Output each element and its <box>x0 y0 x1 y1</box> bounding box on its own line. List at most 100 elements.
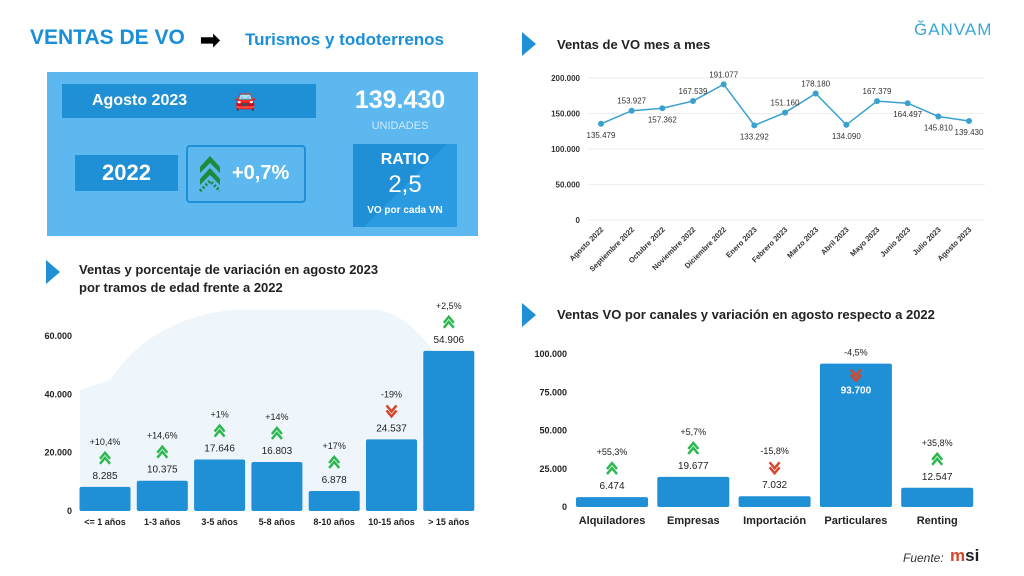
car-icon: 🚘 <box>234 91 257 111</box>
x-tick-label: 1-3 años <box>144 517 181 527</box>
x-tick-label: Junio 2023 <box>878 225 912 259</box>
data-label: 7.032 <box>762 480 787 491</box>
ratio-box: RATIO 2,5 VO por cada VN <box>353 144 457 227</box>
bar <box>657 476 730 507</box>
data-label: 164.497 <box>893 110 922 119</box>
variation-label: +1% <box>210 410 228 420</box>
data-label: 17.646 <box>204 444 235 455</box>
period-text: Agosto 2023 <box>92 92 188 109</box>
bar <box>819 363 892 507</box>
up-chevrons-icon <box>442 314 455 329</box>
bar <box>194 459 246 511</box>
up-chevrons-icon <box>198 156 222 193</box>
triangle-marker-icon <box>46 260 60 284</box>
bar <box>366 439 417 511</box>
x-tick-label: 5-8 años <box>259 517 296 527</box>
variation-label: +5,7% <box>680 427 706 437</box>
arrow-right-icon: ➡ <box>200 27 221 54</box>
y-tick-label: 40.000 <box>44 389 72 399</box>
x-tick-label: Renting <box>917 515 958 527</box>
up-chevrons-icon <box>328 454 341 469</box>
x-tick-label: <= 1 años <box>84 517 126 527</box>
data-label: 167.379 <box>863 87 892 96</box>
ganvam-logo: ĞANVAM <box>914 20 993 39</box>
y-tick-label: 0 <box>576 216 581 225</box>
y-tick-label: 150.000 <box>551 110 580 119</box>
compare-year: 2022 <box>75 155 178 191</box>
data-point <box>904 100 911 107</box>
data-label: 135.479 <box>587 131 616 140</box>
x-tick-label: Alquiladores <box>579 515 646 527</box>
y-tick-label: 20.000 <box>44 448 72 458</box>
y-tick-label: 25.000 <box>539 464 567 474</box>
y-tick-label: 50.000 <box>556 181 581 190</box>
data-label: 6.474 <box>599 481 624 492</box>
y-tick-label: 50.000 <box>539 426 567 436</box>
data-label: 16.803 <box>262 446 293 457</box>
age-chart-title: Ventas y porcentaje de variación en agos… <box>79 262 379 295</box>
data-label: 19.677 <box>678 461 709 472</box>
data-point <box>751 122 758 129</box>
units-value: 139.430 <box>354 86 446 114</box>
period-label: Agosto 2023 🚘 <box>62 84 316 118</box>
down-chevrons-icon <box>849 368 862 383</box>
data-label: 153.927 <box>617 97 646 106</box>
bar <box>308 490 360 511</box>
y-tick-label: 75.000 <box>539 387 567 397</box>
ratio-value: 2,5 <box>388 171 422 198</box>
bar <box>79 486 131 511</box>
data-point <box>720 81 727 88</box>
data-label: 145.810 <box>924 123 953 132</box>
data-label: 134.090 <box>832 132 861 141</box>
variation-label: +14% <box>265 412 288 422</box>
ratio-caption: VO por cada VN <box>367 205 443 216</box>
variation-label: +14,6% <box>147 431 178 441</box>
bar <box>251 461 303 511</box>
bar <box>576 497 648 507</box>
data-label: 167.539 <box>679 87 708 96</box>
down-chevrons-icon <box>385 404 398 419</box>
x-tick-label: Particulares <box>824 515 887 527</box>
up-chevrons-icon <box>270 426 283 440</box>
y-tick-label: 0 <box>562 502 567 512</box>
data-label: 8.285 <box>92 471 117 482</box>
bar <box>738 496 811 507</box>
up-chevrons-icon <box>687 440 700 455</box>
x-tick-label: Marzo 2023 <box>785 225 820 260</box>
data-point <box>843 121 850 128</box>
up-chevrons-icon <box>156 444 169 459</box>
page-title: VENTAS DE VO <box>30 26 185 49</box>
y-tick-label: 100.000 <box>534 349 567 359</box>
data-label: 24.537 <box>376 423 407 434</box>
ratio-label: RATIO <box>380 151 430 168</box>
variation-label: +35,8% <box>922 438 953 448</box>
x-tick-label: > 15 años <box>428 517 469 527</box>
triangle-marker-icon <box>522 32 536 56</box>
data-label: 157.362 <box>648 115 677 124</box>
msi-logo: msi <box>950 546 980 565</box>
page-subtitle: Turismos y todoterrenos <box>245 30 444 49</box>
up-chevrons-icon <box>931 451 944 466</box>
data-point <box>812 90 819 97</box>
data-label: 133.292 <box>740 132 769 141</box>
y-tick-label: 0 <box>67 506 72 516</box>
data-label: 178.180 <box>801 79 830 88</box>
x-tick-label: 8-10 años <box>313 517 355 527</box>
variation-label: +2,5% <box>436 301 462 311</box>
y-tick-label: 200.000 <box>551 74 580 83</box>
data-label: 54.906 <box>434 335 465 346</box>
channel-chart-title: Ventas VO por canales y variación en ago… <box>557 307 935 322</box>
data-label: 191.077 <box>709 70 738 79</box>
variation-label: +10,4% <box>90 437 121 447</box>
data-label: 93.700 <box>841 386 872 397</box>
x-tick-label: 3-5 años <box>201 517 238 527</box>
bar <box>423 350 475 511</box>
x-tick-label: Abril 2023 <box>819 225 851 257</box>
data-label: 12.547 <box>922 472 953 483</box>
data-point <box>966 118 972 125</box>
up-chevrons-icon <box>213 423 226 438</box>
variation-label: -19% <box>381 389 402 399</box>
x-tick-label: Empresas <box>667 515 720 527</box>
bar <box>901 487 974 507</box>
